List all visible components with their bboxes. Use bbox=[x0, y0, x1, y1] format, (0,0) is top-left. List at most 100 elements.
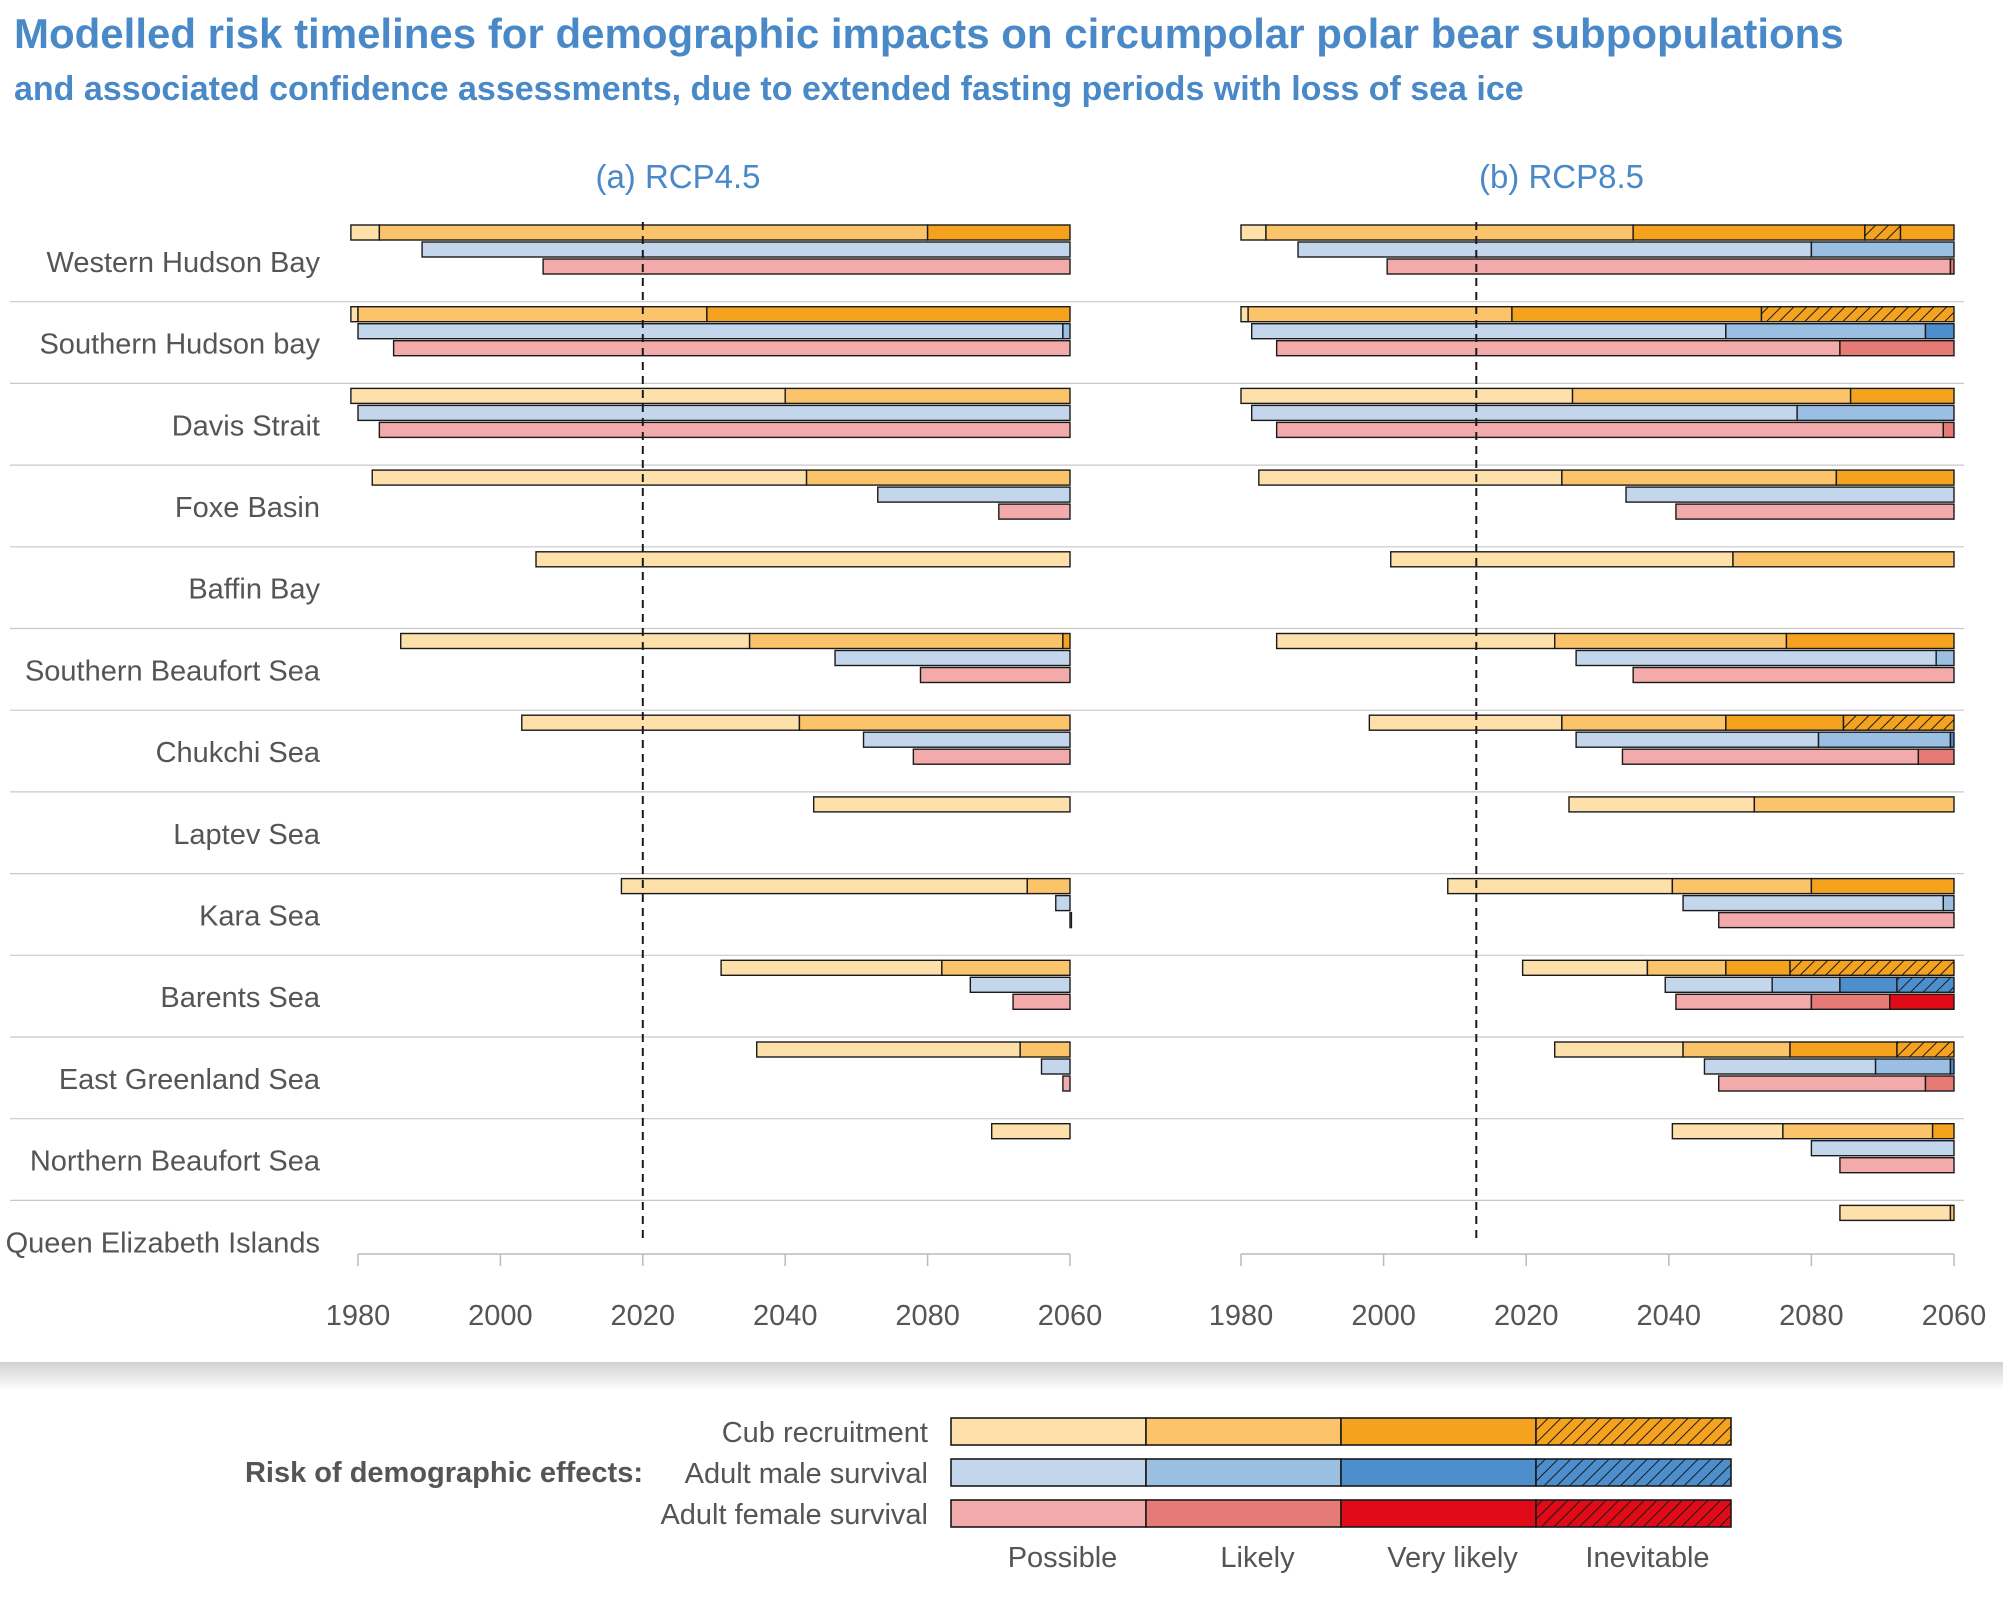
bar-segment-male bbox=[1055, 894, 1071, 912]
bar-segment-female bbox=[998, 503, 1071, 520]
bar-segment-cub bbox=[521, 714, 801, 731]
row-label-southern-hudson-bay: Southern Hudson bay bbox=[39, 329, 320, 361]
bar-segment-cub bbox=[400, 632, 751, 650]
x-tick-label: 2000 bbox=[1351, 1300, 1416, 1332]
bar-segment-cub bbox=[1842, 714, 1955, 731]
bar-segment-cub bbox=[1275, 632, 1556, 650]
bar-segment-cub bbox=[926, 224, 1071, 241]
bar-segment-male bbox=[1874, 1058, 1952, 1075]
bar-segment-female bbox=[1632, 666, 1955, 684]
bar-segment-female bbox=[1275, 340, 1841, 357]
bar-segment-male bbox=[834, 649, 1071, 667]
bar-segment-female bbox=[1275, 421, 1945, 439]
bar-segment-cub bbox=[1789, 959, 1955, 976]
bar-segment-cub bbox=[1725, 959, 1791, 976]
bar-segment-female bbox=[1889, 993, 1955, 1010]
bar-segment-female bbox=[392, 340, 1071, 357]
legend-swatch-male bbox=[1340, 1458, 1537, 1487]
bar-segment-male bbox=[1924, 323, 1955, 340]
bar-segment-cub bbox=[1671, 1122, 1784, 1140]
bar-segment-cub bbox=[1062, 632, 1071, 650]
bar-segment-female bbox=[1839, 340, 1955, 357]
legend-swatch-male bbox=[1535, 1458, 1732, 1487]
bar-segment-cub bbox=[1725, 714, 1845, 731]
legend-swatch-cub bbox=[950, 1417, 1147, 1446]
bar-segment-female bbox=[1924, 1075, 1955, 1092]
x-tick-label: 2040 bbox=[1637, 1300, 1702, 1332]
bar-segment-male bbox=[1250, 323, 1727, 340]
bar-segment-female bbox=[1718, 1075, 1927, 1092]
bar-segment-male bbox=[1810, 1139, 1955, 1157]
legend-swatch-female bbox=[950, 1499, 1147, 1528]
legend-swatch-male bbox=[950, 1458, 1147, 1487]
risk-bars bbox=[350, 224, 1955, 1222]
bar-segment-cub bbox=[378, 224, 929, 241]
legend-level-inevitable: Inevitable bbox=[1585, 1542, 1709, 1574]
bar-segment-cub bbox=[1554, 1041, 1684, 1058]
legend-swatch-female bbox=[1145, 1499, 1342, 1528]
legend-swatch-cub bbox=[1340, 1417, 1537, 1446]
bar-segment-cub bbox=[812, 796, 1071, 813]
row-label-kara-sea: Kara Sea bbox=[199, 900, 321, 932]
panel-title-rcp85: (b) RCP8.5 bbox=[1479, 158, 1644, 195]
x-tick-label: 2000 bbox=[468, 1300, 533, 1332]
bar-segment-cub bbox=[1240, 306, 1249, 323]
bar-segment-cub bbox=[1646, 959, 1727, 976]
bar-segment-female bbox=[1675, 993, 1813, 1010]
bar-segment-cub bbox=[805, 469, 1071, 486]
x-tick-label: 2080 bbox=[1779, 1300, 1844, 1332]
bar-segment-cub bbox=[1561, 714, 1727, 731]
legend-series-male: Adult male survival bbox=[685, 1458, 928, 1490]
bar-segment-cub bbox=[1949, 1204, 1955, 1222]
row-label-barents-sea: Barents Sea bbox=[160, 982, 320, 1014]
panel-titles: (a) RCP4.5 (b) RCP8.5 bbox=[595, 158, 1644, 195]
bar-segment-cub bbox=[1782, 1122, 1934, 1140]
bar-segment-cub bbox=[1258, 469, 1563, 486]
bar-segment-cub bbox=[1240, 387, 1574, 405]
bar-segment-female bbox=[1949, 258, 1955, 275]
x-tick-label: 1980 bbox=[326, 1300, 391, 1332]
bar-segment-cub bbox=[1849, 387, 1955, 405]
bar-segment-male bbox=[1810, 241, 1955, 258]
bar-segment-cub bbox=[350, 387, 786, 405]
bar-segment-female bbox=[1675, 503, 1955, 520]
row-label-western-hudson-bay: Western Hudson Bay bbox=[47, 247, 321, 279]
bar-segment-male bbox=[1682, 894, 1945, 912]
bar-segment-male bbox=[1949, 731, 1955, 748]
legend: Risk of demographic effects: Cub recruitm… bbox=[245, 1417, 1732, 1574]
x-tick-label: 2080 bbox=[895, 1300, 960, 1332]
bar-segment-female bbox=[1810, 993, 1891, 1010]
bar-segment-cub bbox=[1864, 224, 1902, 241]
bar-segment-female bbox=[542, 258, 1071, 275]
bar-segment-male bbox=[1896, 976, 1955, 993]
bar-segment-cub bbox=[1247, 306, 1513, 323]
bar-segment-cub bbox=[1554, 632, 1788, 650]
row-label-east-greenland-sea: East Greenland Sea bbox=[59, 1064, 321, 1096]
bar-segment-cub bbox=[1240, 224, 1267, 241]
bar-segment-cub bbox=[1521, 959, 1649, 976]
legend-swatch-cub bbox=[1535, 1417, 1732, 1446]
bar-segment-cub bbox=[535, 551, 1071, 568]
bar-segment-cub bbox=[1931, 1122, 1955, 1140]
bar-segment-male bbox=[969, 976, 1071, 993]
bar-segment-male bbox=[1949, 1058, 1955, 1075]
bar-segment-cub bbox=[350, 224, 381, 241]
bar-segment-cub bbox=[1368, 714, 1563, 731]
bar-segment-cub bbox=[720, 959, 943, 976]
bar-segment-male bbox=[1817, 731, 1952, 748]
bar-segment-cub bbox=[1682, 1041, 1791, 1058]
bar-segment-male bbox=[1250, 404, 1798, 422]
bar-segment-cub bbox=[1447, 877, 1674, 895]
bar-segment-cub bbox=[1760, 306, 1955, 323]
bar-segment-cub bbox=[748, 632, 1064, 650]
row-label-queen-elizabeth-islands: Queen Elizabeth Islands bbox=[6, 1227, 320, 1259]
row-labels: Western Hudson Bay Southern Hudson bay Dav… bbox=[6, 247, 321, 1259]
x-tick-label: 1980 bbox=[1209, 1300, 1274, 1332]
x-tick-label: 2020 bbox=[611, 1300, 676, 1332]
bar-segment-female bbox=[1386, 258, 1952, 275]
bar-segment-male bbox=[1703, 1058, 1877, 1075]
bar-segment-female bbox=[1942, 421, 1955, 439]
bar-segment-cub bbox=[706, 306, 1071, 323]
bar-segment-female bbox=[378, 421, 1071, 439]
reference-lines bbox=[641, 222, 1478, 1240]
